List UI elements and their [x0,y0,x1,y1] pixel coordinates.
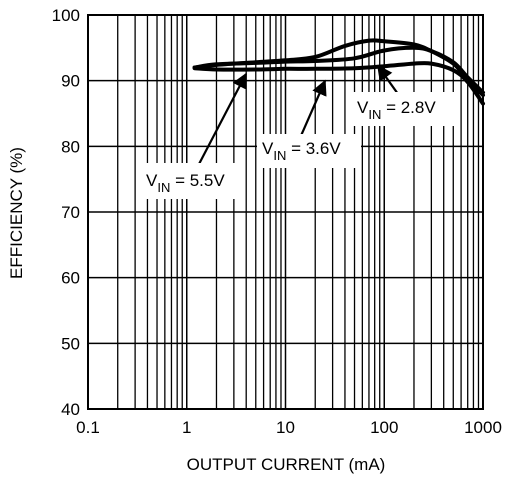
annotation-box [257,134,361,168]
x-tick-label: 10 [276,418,295,437]
curve-vin-3p6v [192,45,485,95]
annotation-label: VIN = 3.6V [262,139,341,163]
plot-frame [87,14,484,410]
annotation-box [140,163,244,199]
annotation-box [351,92,457,126]
tick-labels: 0.1 1 10 100 1000 40 50 60 70 80 90 100 [52,6,502,437]
x-tick-label: 1000 [464,418,502,437]
y-tick-label: 40 [61,400,80,419]
annotation-vin-2p8v: VIN = 2.8V [351,64,457,126]
annotation-vin-3p6v: VIN = 3.6V [257,79,361,168]
y-tick-label: 90 [61,72,80,91]
curves [192,38,485,106]
annotation-label: VIN = 2.8V [357,98,436,122]
curve-vin-5p5v [192,61,485,106]
y-axis-title: EFFICIENCY (%) [7,147,26,279]
grid [87,14,484,410]
y-tick-label: 80 [61,137,80,156]
y-tick-label: 50 [61,334,80,353]
annotation-arrow [298,79,327,139]
x-tick-label: 100 [370,418,398,437]
y-tick-label: 100 [52,6,80,25]
annotation-arrow [377,64,399,95]
annotation-vin-5p5v: VIN = 5.5V [140,72,247,199]
annotation-arrow [197,72,247,167]
y-tick-label: 70 [61,203,80,222]
x-axis-title: OUTPUT CURRENT (mA) [187,455,386,474]
x-tick-label: 0.1 [76,418,100,437]
annotations: VIN = 2.8V VIN = 3.6V VIN = 5.5V [140,64,457,199]
annotation-label: VIN = 5.5V [146,171,225,195]
x-tick-label: 1 [182,418,191,437]
y-tick-label: 60 [61,269,80,288]
